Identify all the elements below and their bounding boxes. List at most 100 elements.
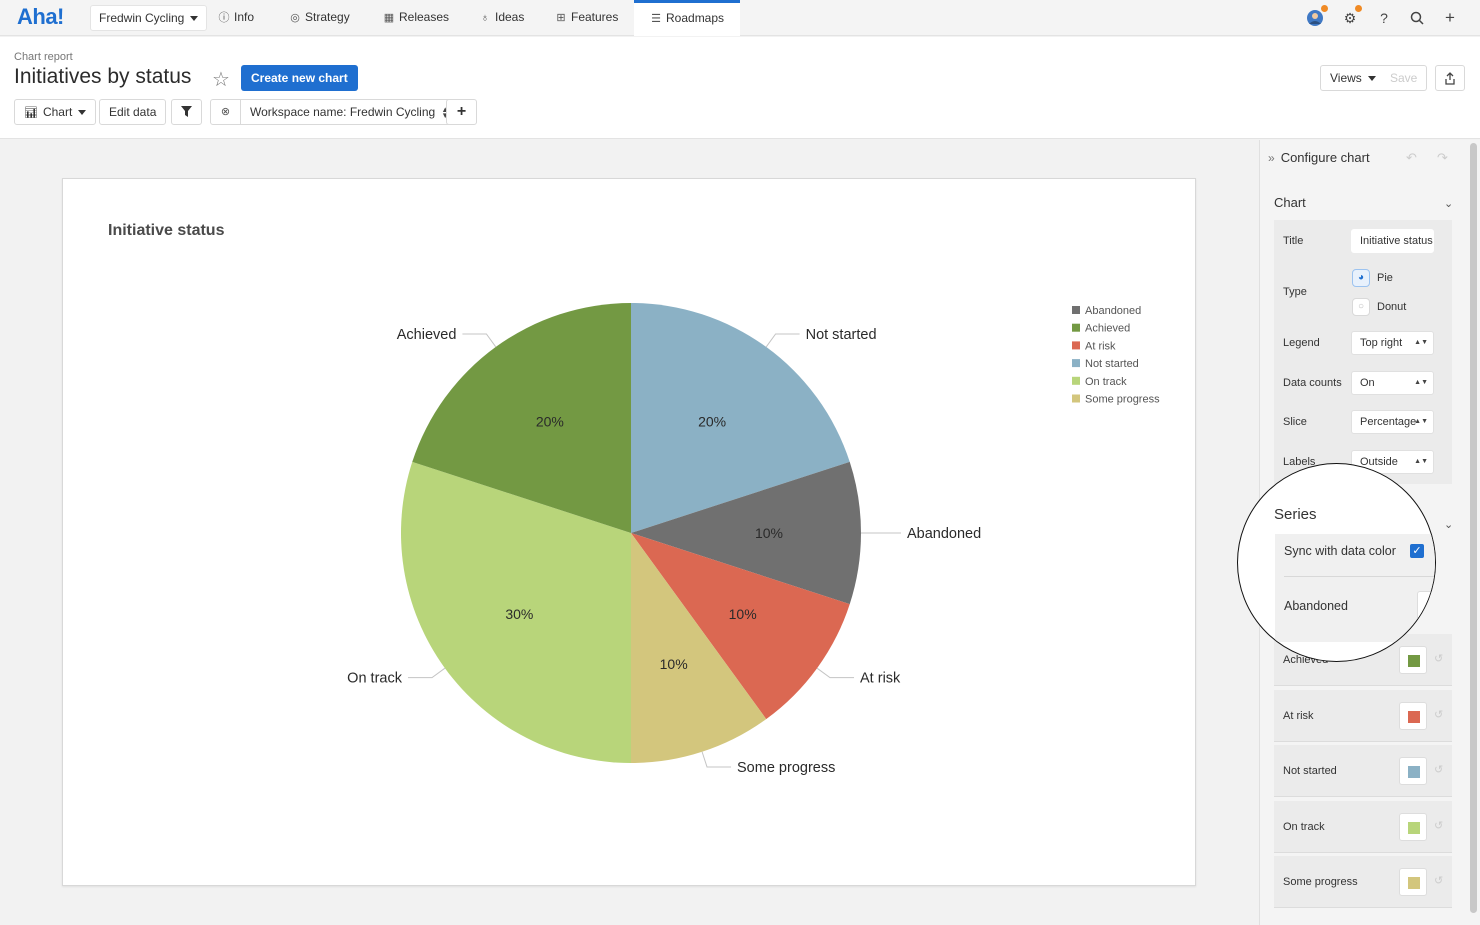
top-nav: Aha! Fredwin Cycling ⓘ Info ◎ Strategy ▦ Re… bbox=[0, 0, 1480, 36]
chart-section-title: Chart bbox=[1274, 195, 1306, 210]
user-avatar[interactable] bbox=[1306, 9, 1324, 27]
save-button[interactable]: Save bbox=[1381, 65, 1428, 91]
filter-button[interactable] bbox=[171, 99, 202, 125]
legend-item[interactable]: Not started bbox=[1085, 358, 1139, 370]
share-button[interactable] bbox=[1435, 65, 1465, 91]
color-picker-button[interactable] bbox=[1399, 702, 1427, 730]
pie-slice-not-started[interactable] bbox=[631, 303, 850, 533]
donut-type-option[interactable]: ○ bbox=[1352, 298, 1370, 316]
slice-name-label: On track bbox=[347, 671, 403, 687]
updown-icon: ▲▼ bbox=[1414, 418, 1428, 425]
color-picker-button[interactable] bbox=[1399, 646, 1427, 674]
pie-type-option[interactable]: ◕ bbox=[1352, 269, 1370, 287]
legend-item[interactable]: Some progress bbox=[1085, 394, 1160, 406]
series-label: At risk bbox=[1283, 710, 1314, 722]
breadcrumb[interactable]: Chart report bbox=[14, 51, 73, 63]
reset-icon[interactable]: ↺ bbox=[1434, 764, 1444, 776]
chart-title-input[interactable]: Initiative status bbox=[1351, 229, 1434, 253]
series-chevron-icon[interactable]: ⌄ bbox=[1444, 519, 1454, 531]
search-icon bbox=[1410, 11, 1424, 25]
panel-header: » Configure chart bbox=[1268, 150, 1370, 165]
pie-slice-abandoned[interactable] bbox=[631, 461, 861, 605]
slice-value: Percentage bbox=[1360, 416, 1417, 428]
color-swatch bbox=[1408, 822, 1420, 834]
help-button[interactable]: ? bbox=[1375, 9, 1393, 27]
data-counts-select[interactable]: On ▲▼ bbox=[1351, 371, 1434, 395]
aha-logo[interactable]: Aha! bbox=[17, 4, 64, 29]
chart-type-dropdown[interactable]: 📊︎ Chart bbox=[14, 99, 97, 125]
chevron-down-icon[interactable]: ⌄ bbox=[1444, 198, 1454, 210]
undo-icon[interactable]: ↶ bbox=[1406, 150, 1417, 165]
scrollbar-thumb[interactable] bbox=[1470, 143, 1477, 913]
data-counts-value: On bbox=[1360, 377, 1375, 389]
views-button[interactable]: Views bbox=[1320, 65, 1386, 91]
plus-icon: + bbox=[1445, 8, 1455, 27]
sync-checkbox[interactable]: ✓ bbox=[1410, 544, 1424, 558]
search-button[interactable] bbox=[1408, 9, 1426, 27]
clear-filter-button[interactable]: ⊗ bbox=[210, 99, 241, 125]
legend-swatch bbox=[1072, 306, 1080, 314]
help-icon: ? bbox=[1380, 10, 1388, 26]
create-new-chart-button[interactable]: Create new chart bbox=[241, 65, 358, 91]
tab-features[interactable]: ⊞ Features bbox=[555, 0, 618, 36]
legend-item[interactable]: Achieved bbox=[1085, 323, 1130, 335]
pie-slice-achieved[interactable] bbox=[412, 303, 631, 533]
slice-percent-label: 10% bbox=[660, 656, 688, 672]
legend-swatch bbox=[1072, 359, 1080, 368]
pie-slice-some-progress[interactable] bbox=[631, 533, 767, 763]
reset-icon[interactable]: ↺ bbox=[1434, 820, 1444, 832]
type-label: Type bbox=[1283, 286, 1307, 298]
page-title: Initiatives by status bbox=[14, 65, 192, 88]
grid-icon: ⊞ bbox=[556, 12, 566, 24]
add-filter-button[interactable]: + bbox=[446, 99, 477, 125]
updown-icon: ▲▼ bbox=[1414, 379, 1428, 386]
legend-select[interactable]: Top right ▲▼ bbox=[1351, 331, 1434, 355]
chart-dropdown-label: Chart bbox=[42, 105, 73, 119]
reset-icon[interactable]: ↺ bbox=[1434, 709, 1444, 721]
pie-icon: ◕ bbox=[1357, 272, 1365, 283]
filter-icon bbox=[181, 106, 192, 117]
tab-ideas[interactable]: ♁ Ideas bbox=[479, 0, 524, 36]
magnifier-callout: Series Sync with data color ✓ Abandoned bbox=[1237, 463, 1436, 662]
series-label-abandoned: Abandoned bbox=[1284, 599, 1348, 613]
reset-icon[interactable]: ↺ bbox=[1434, 653, 1444, 665]
legend-value: Top right bbox=[1360, 337, 1403, 349]
updown-icon: ▲▼ bbox=[441, 105, 449, 119]
legend-item[interactable]: Abandoned bbox=[1085, 305, 1141, 317]
slice-name-label: Not started bbox=[806, 327, 877, 343]
color-picker-button[interactable] bbox=[1399, 813, 1427, 841]
leader-line bbox=[701, 751, 732, 768]
star-icon[interactable]: ☆ bbox=[212, 69, 230, 91]
color-picker-button[interactable] bbox=[1399, 757, 1427, 785]
color-picker-button[interactable] bbox=[1399, 868, 1427, 896]
tab-roadmaps[interactable]: ☰ Roadmaps bbox=[634, 0, 741, 36]
slice-name-label: Achieved bbox=[397, 327, 457, 343]
notification-dot bbox=[1321, 5, 1328, 12]
tab-releases[interactable]: ▦ Releases bbox=[383, 0, 449, 36]
slice-percent-label: 20% bbox=[698, 413, 726, 429]
legend-item[interactable]: At risk bbox=[1085, 340, 1116, 352]
close-circle-icon: ⊗ bbox=[220, 106, 231, 118]
pie-slice-on-track[interactable] bbox=[401, 461, 631, 763]
color-swatch bbox=[1408, 711, 1420, 723]
slice-label: Slice bbox=[1283, 416, 1307, 428]
redo-icon[interactable]: ↷ bbox=[1437, 150, 1448, 165]
tab-strategy[interactable]: ◎ Strategy bbox=[289, 0, 350, 36]
settings-button[interactable]: ⚙ bbox=[1341, 9, 1359, 27]
workspace-selector-label: Fredwin Cycling bbox=[99, 11, 185, 25]
collapse-panel-icon[interactable]: » bbox=[1268, 151, 1275, 165]
color-picker-button[interactable] bbox=[1417, 591, 1435, 621]
workspace-filter[interactable]: Workspace name: Fredwin Cycling ▲▼ bbox=[240, 99, 460, 125]
workspace-selector[interactable]: Fredwin Cycling bbox=[90, 5, 208, 31]
tab-info[interactable]: ⓘ Info bbox=[218, 0, 255, 36]
add-button[interactable]: + bbox=[1441, 9, 1459, 27]
legend-item[interactable]: On track bbox=[1085, 376, 1127, 388]
reset-icon[interactable]: ↺ bbox=[1434, 875, 1444, 887]
edit-data-button[interactable]: Edit data bbox=[99, 99, 167, 125]
pie-slice-at-risk[interactable] bbox=[631, 533, 850, 720]
pie-label: Pie bbox=[1377, 272, 1393, 284]
leader-line bbox=[816, 667, 855, 679]
slice-select[interactable]: Percentage ▲▼ bbox=[1351, 410, 1434, 434]
slice-name-label: Abandoned bbox=[907, 526, 981, 542]
chart-title: Initiative status bbox=[108, 222, 225, 239]
